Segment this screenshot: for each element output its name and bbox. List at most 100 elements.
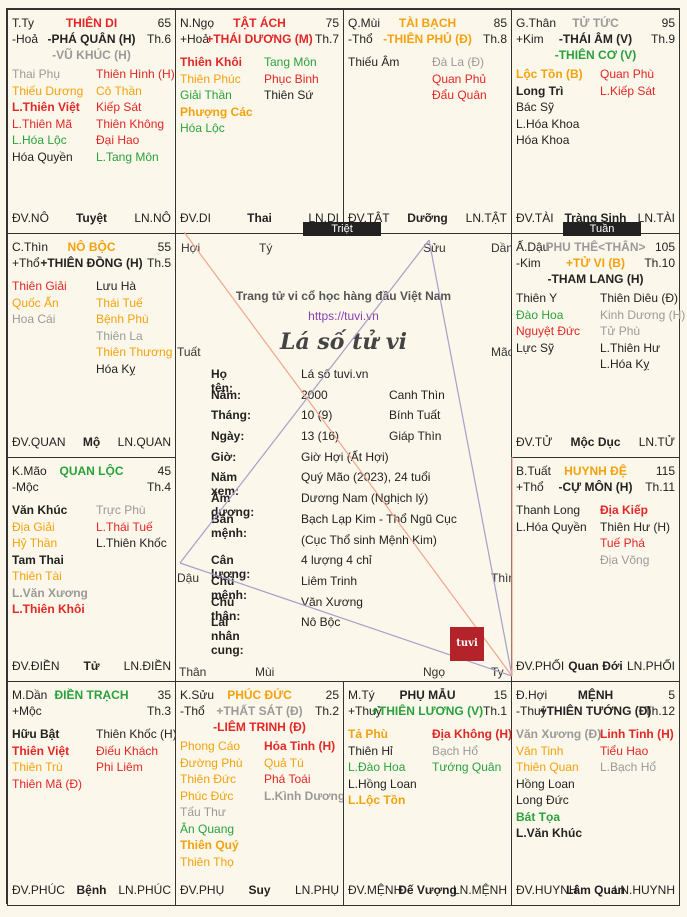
palace-element: -Thuỷ — [516, 704, 547, 718]
palace-dan[interactable]: M.Dần ĐIỀN TRẠCH 35 +Mộc Th.3 Hữu Bật Thiên Vi… — [7, 681, 177, 906]
palace-house-name: NÔ BỘC — [67, 240, 116, 254]
star-item: Kiếp Sát — [96, 100, 142, 114]
star-item: Lộc Tồn (B) — [516, 67, 583, 81]
star-item: Thiên Giải — [12, 279, 67, 293]
star-item: L.Kiếp Sát — [600, 83, 656, 98]
palace-house-name: PHÚC ĐỨC — [227, 688, 292, 702]
star-item: Thiên La — [96, 328, 143, 343]
main-star: -PHÁ QUÂN (H) — [47, 32, 136, 46]
palace-ty[interactable]: T.Ty THIÊN DI 65 -Hoả -PHÁ QUÂN (H) Th.6 -VŨ K… — [7, 9, 176, 234]
star-item: L.Hóa Lộc — [12, 133, 67, 147]
triet-tag: Triệt — [303, 222, 381, 236]
palace-th: Th.1 — [482, 704, 507, 718]
star-item: Ân Quang — [180, 821, 235, 836]
star-item: Hữu Bật — [12, 727, 60, 741]
palace-mui[interactable]: Q.Mùi TÀI BẠCH 85 -Thổ -THIÊN PHỦ (Đ) Th.8 Thi… — [343, 9, 512, 234]
dir-label: Thân — [179, 665, 207, 679]
main-star: +THÁI DƯƠNG (M) — [206, 32, 313, 46]
star-item: Hoa Cái — [12, 312, 56, 326]
palace-house-name: PHU THÊ<THÂN> — [545, 240, 646, 254]
star-item: Địa Giải — [12, 519, 55, 534]
star-item: Lực Sỹ — [516, 340, 555, 355]
info-value: Nô Bộc — [301, 615, 341, 630]
star-item: Hóa Kỵ — [96, 361, 136, 376]
palace-element: -Mộc — [12, 480, 39, 494]
palace-position: T.Ty — [12, 16, 35, 30]
palace-ty2[interactable]: M.Tý PHỤ MẪU 15 +Thuỷ +THIÊN LƯƠNG (V) Th.1 Tả… — [343, 681, 512, 906]
palace-dv: ĐV.TẬT — [348, 211, 390, 225]
palace-th: Th.12 — [644, 704, 675, 718]
star-item: Thiên Hình (H) — [96, 67, 175, 81]
site-link[interactable]: https://tuvi.vn — [308, 309, 379, 323]
info-value: (Cục Thổ sinh Mệnh Kim) — [301, 532, 437, 547]
star-item: Thiếu Dương — [12, 83, 84, 98]
star-item: Quan Phù — [600, 67, 655, 81]
info-key: Giờ: — [211, 449, 237, 464]
secondary-star: -VŨ KHÚC (H) — [52, 48, 131, 62]
palace-house-name: PHỤ MẪU — [399, 688, 456, 702]
palace-position: N.Ngọ — [180, 16, 215, 30]
palace-position: Q.Mùi — [348, 16, 381, 30]
chart-grid: Hợi Tý Sửu Dần Tuất Mão Dậu Thìn Thân Mù… — [6, 8, 685, 906]
palace-age: 25 — [325, 688, 339, 702]
dir-label: Ty — [491, 665, 504, 679]
palace-house-name: THIÊN DI — [65, 16, 118, 30]
palace-house-name: ĐIỀN TRẠCH — [54, 688, 129, 702]
palace-dv: ĐV.PHỤ — [180, 883, 225, 897]
star-item: Đường Phù — [180, 755, 243, 770]
palace-element: +Hoả — [180, 32, 210, 46]
palace-house-name: QUAN LỘC — [59, 464, 124, 478]
star-item: L.Thiên Mã — [12, 116, 73, 131]
star-item: Điếu Khách — [96, 743, 159, 758]
palace-ln: LN.MỆNH — [452, 883, 507, 897]
main-star: +TỬ VI (B) — [566, 256, 625, 270]
palace-suu[interactable]: K.Sửu PHÚC ĐỨC 25 -Thổ +THẤT SÁT (Đ) Th.2 -LIÊ… — [175, 681, 345, 906]
palace-dau[interactable]: Ấ.Dậu PHU THÊ<THÂN> 105 -Kim +TỬ VI (B) Th.10… — [511, 233, 685, 458]
star-item: L.Đào Hoa — [348, 760, 406, 774]
palace-dv: ĐV.QUAN — [12, 435, 66, 449]
star-item: Phượng Các — [180, 104, 253, 119]
palace-ln: LN.QUAN — [117, 435, 171, 449]
palace-phase: Suy — [248, 883, 271, 897]
palace-age: 105 — [654, 240, 675, 254]
palace-ln: LN.NÔ — [134, 211, 171, 225]
palace-position: Ấ.Dậu — [516, 240, 550, 254]
palace-th: Th.4 — [146, 480, 171, 494]
palace-dv: ĐV.NÔ — [12, 211, 49, 225]
star-item: Quốc Ấn — [12, 295, 59, 310]
main-star: -CỰ MÔN (H) — [558, 480, 633, 494]
star-item: Phong Cáo — [180, 739, 241, 753]
star-item: Đẩu Quân — [432, 88, 487, 102]
palace-element: +Thuỷ — [348, 704, 382, 718]
palace-hoi[interactable]: Đ.Hợi MỆNH 5 -Thuỷ +THIÊN TƯỚNG (Đ) Th.12 Văn … — [511, 681, 680, 906]
star-item: L.Tang Môn — [96, 149, 159, 164]
star-item: Hỷ Thần — [12, 536, 58, 550]
palace-dv: ĐV.HUYNH — [516, 883, 578, 897]
star-item: Nguyệt Đức — [516, 324, 581, 338]
star-item: Hóa Quyền — [12, 149, 73, 164]
palace-ngo[interactable]: N.Ngọ TẬT ÁCH 75 +Hoả +THÁI DƯƠNG (M) Th.7 Thi… — [175, 9, 344, 234]
palace-than[interactable]: G.Thân TỬ TỨC 95 +Kim -THÁI ÂM (V) Th.9 -THIÊN… — [511, 9, 680, 234]
palace-age: 85 — [493, 16, 507, 30]
star-item: Hóa Lộc — [180, 121, 225, 135]
info-value: 10 (9) — [301, 408, 333, 423]
dir-label: Mùi — [255, 665, 275, 679]
palace-mao[interactable]: K.Mão QUAN LỘC 45 -Mộc Th.4 Văn Khúc Địa Giải H… — [7, 457, 176, 682]
info-value: 13 (16) — [301, 429, 340, 444]
info-value: Bạch Lạp Kim - Thổ Ngũ Cục — [301, 511, 457, 526]
palace-thin[interactable]: C.Thìn NÔ BỘC 55 +Thổ +THIÊN ĐỒNG (H) Th.5 Thi… — [7, 233, 176, 458]
star-item: L.Thiên Việt — [12, 100, 80, 114]
dir-label: Ngọ — [423, 665, 446, 679]
palace-age: 35 — [157, 688, 171, 702]
palace-house-name: TÀI BẠCH — [398, 16, 457, 30]
star-item: Đại Hao — [96, 133, 140, 147]
palace-tuat[interactable]: B.Tuất HUYNH ĐỆ 115 +Thổ -CỰ MÔN (H) Th.11 Tha… — [511, 457, 680, 682]
palace-ln: LN.PHÚC — [118, 883, 171, 897]
star-item: Long Trì — [516, 83, 564, 98]
palace-house-name: TẬT ÁCH — [233, 16, 286, 30]
star-item: Phi Liêm — [96, 760, 143, 774]
info-value-2: Bính Tuất — [389, 408, 441, 423]
info-value-2: Canh Thìn — [389, 387, 445, 402]
star-item: Bát Tọa — [516, 809, 561, 824]
star-item: Tang Môn — [264, 55, 317, 69]
